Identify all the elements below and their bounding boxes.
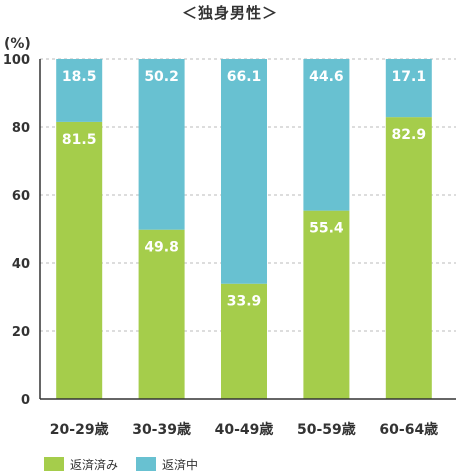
y-tick-label: 40 <box>12 257 30 272</box>
bar-segment <box>221 283 267 399</box>
legend-swatch-repaid <box>44 457 64 471</box>
chart-title: ＜独身男性＞ <box>181 4 278 22</box>
y-tick-label: 60 <box>12 189 30 204</box>
y-tick-label: 80 <box>12 121 30 136</box>
legend-item-repaid: 返済済み <box>44 456 118 473</box>
data-label: 82.9 <box>392 127 427 143</box>
y-tick-label: 0 <box>21 393 30 408</box>
legend-label-repaid: 返済済み <box>70 457 119 472</box>
x-tick-label: 60-64歳 <box>379 421 438 438</box>
bar-segment <box>56 121 103 400</box>
y-axis-unit: (%) <box>4 36 31 52</box>
data-label: 49.8 <box>144 240 179 256</box>
bar-segment <box>221 59 267 284</box>
bar-segment <box>303 59 350 211</box>
x-tick-label: 40-49歳 <box>215 421 274 438</box>
legend: 返済済み 返済中 <box>44 455 216 473</box>
data-label: 44.6 <box>309 69 344 85</box>
data-label: 17.1 <box>392 69 427 85</box>
y-tick-label: 100 <box>3 53 30 68</box>
bar-segment <box>385 59 432 118</box>
x-tick-label: 30-39歳 <box>132 421 191 438</box>
x-tick-label: 20-29歳 <box>50 421 109 438</box>
data-label: 55.4 <box>309 221 344 237</box>
y-tick-label: 20 <box>12 325 30 340</box>
legend-label-repaying: 返済中 <box>162 457 199 472</box>
data-label: 18.5 <box>62 69 97 85</box>
data-label: 81.5 <box>62 132 97 148</box>
legend-swatch-repaying <box>136 457 157 471</box>
bar-segment <box>56 59 103 122</box>
bar-segment <box>385 117 432 399</box>
data-label: 50.2 <box>144 69 179 85</box>
bar-segment <box>138 59 185 230</box>
bar-segment <box>138 229 185 399</box>
bar-segment <box>303 210 350 399</box>
legend-item-repaying: 返済中 <box>136 456 198 473</box>
x-tick-label: 50-59歳 <box>297 421 356 438</box>
data-label: 33.9 <box>227 294 262 310</box>
data-label: 66.1 <box>227 69 262 85</box>
